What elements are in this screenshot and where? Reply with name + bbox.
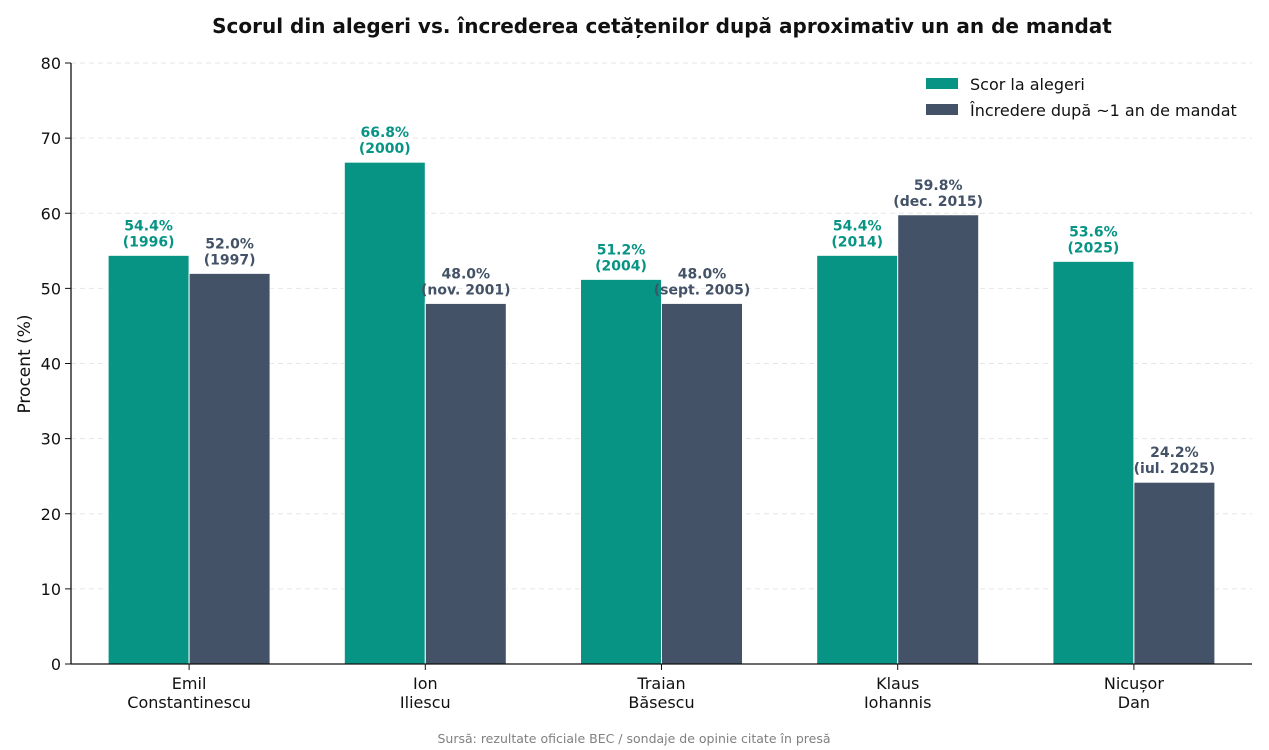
bar-value-labels: 54.4% (1996) 52.0% (1997) 66.8% (2000) 48.0% (n… bbox=[123, 125, 1215, 477]
x-tick-label: Traian Băsescu bbox=[628, 674, 694, 712]
y-tick-labels: 0 10 20 30 40 50 60 70 80 bbox=[41, 54, 61, 674]
y-tick-label: 10 bbox=[41, 580, 61, 599]
y-tick-label: 50 bbox=[41, 279, 61, 298]
y-tick-label: 0 bbox=[51, 655, 61, 674]
legend-swatch-trust bbox=[926, 104, 958, 115]
bar-value-label: 59.8% (dec. 2015) bbox=[893, 178, 983, 210]
x-tick-label: Ion Iliescu bbox=[400, 674, 451, 712]
x-tick-label: Klaus Iohannis bbox=[864, 674, 932, 712]
legend: Scor la alegeri Încredere după ~1 an de … bbox=[926, 75, 1237, 120]
bars bbox=[107, 161, 1216, 665]
bar-value-label: 54.4% (2014) bbox=[831, 218, 883, 250]
bar-trust bbox=[897, 214, 980, 665]
axes bbox=[65, 62, 1252, 670]
legend-label-election: Scor la alegeri bbox=[970, 75, 1085, 94]
y-tick-label: 20 bbox=[41, 505, 61, 524]
bar-election bbox=[580, 278, 662, 665]
bar-value-label: 52.0% (1997) bbox=[204, 236, 256, 268]
y-tick-label: 30 bbox=[41, 430, 61, 449]
y-tick-label: 70 bbox=[41, 129, 61, 148]
bar-election bbox=[1052, 260, 1135, 665]
bar-value-label: 48.0% (sept. 2005) bbox=[654, 266, 751, 298]
y-axis-label: Procent (%) bbox=[15, 314, 35, 413]
bar-trust bbox=[1133, 481, 1216, 665]
bar-value-label: 48.0% (nov. 2001) bbox=[421, 266, 511, 298]
x-tick-label: Emil Constantinescu bbox=[127, 674, 251, 712]
bar-value-label: 54.4% (1996) bbox=[123, 218, 175, 250]
y-tick-label: 80 bbox=[41, 54, 61, 73]
legend-label-trust: Încredere după ~1 an de mandat bbox=[969, 101, 1237, 120]
bar-election bbox=[816, 254, 899, 665]
chart-title: Scorul din alegeri vs. încrederea cetățe… bbox=[212, 14, 1112, 38]
bar-value-label: 66.8% (2000) bbox=[359, 125, 411, 157]
y-tick-label: 60 bbox=[41, 204, 61, 223]
bar-trust bbox=[661, 302, 743, 665]
bar-value-label: 51.2% (2004) bbox=[595, 242, 647, 274]
x-tick-labels: Emil Constantinescu Ion Iliescu Traian Băsesc… bbox=[127, 674, 1164, 712]
bar-value-label: 53.6% (2025) bbox=[1068, 224, 1120, 256]
x-tick-label: Nicușor Dan bbox=[1104, 674, 1164, 712]
bar-trust bbox=[424, 302, 507, 665]
y-tick-label: 40 bbox=[41, 355, 61, 374]
legend-swatch-election bbox=[926, 78, 958, 89]
bar-election bbox=[343, 161, 426, 665]
bar-election bbox=[107, 254, 190, 665]
bar-trust bbox=[188, 272, 271, 665]
bar-value-label: 24.2% (iul. 2025) bbox=[1134, 445, 1216, 477]
source-note: Sursă: rezultate oficiale BEC / sondaje … bbox=[437, 731, 830, 746]
